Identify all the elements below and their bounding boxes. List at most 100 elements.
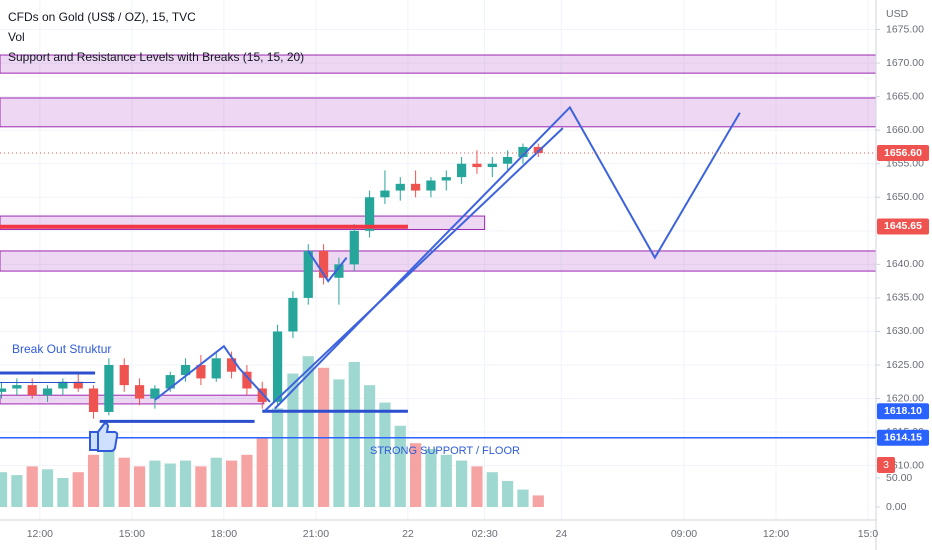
candle-body bbox=[303, 250, 313, 298]
x-tick-label: 12:00 bbox=[27, 528, 53, 540]
y-tick-label: 1670.00 bbox=[886, 57, 924, 69]
candle-body bbox=[226, 358, 237, 372]
volume-tick-label: 50.00 bbox=[886, 472, 912, 484]
volume-badge bbox=[877, 457, 895, 473]
candle-body bbox=[395, 183, 405, 191]
price-badge-label: 1614.15 bbox=[884, 432, 922, 444]
candle-body bbox=[134, 385, 145, 399]
candle-body bbox=[533, 146, 543, 153]
candle-body bbox=[426, 180, 436, 191]
x-tick-label: 12:00 bbox=[763, 528, 789, 540]
candle-body bbox=[380, 190, 390, 198]
volume-bar bbox=[271, 408, 284, 508]
candle-body bbox=[441, 177, 451, 181]
volume-bar bbox=[26, 466, 38, 508]
volume-bar bbox=[517, 489, 529, 508]
trend-line bbox=[154, 344, 271, 403]
candle-body bbox=[257, 388, 267, 402]
x-tick-label: 02:30 bbox=[471, 528, 497, 540]
volume-bar bbox=[241, 454, 253, 508]
volume-bar bbox=[456, 460, 468, 508]
volume-bar bbox=[41, 469, 54, 508]
candle-body bbox=[242, 371, 252, 389]
thumbs-up-icon bbox=[89, 422, 119, 452]
x-tick-label: 15:0 bbox=[858, 528, 879, 540]
volume-bar bbox=[410, 443, 422, 508]
candle-body bbox=[503, 157, 513, 164]
y-tick-label: 1660.00 bbox=[886, 124, 924, 136]
candle-body bbox=[272, 331, 283, 402]
candle-body bbox=[88, 388, 99, 412]
trend-line bbox=[274, 105, 741, 410]
annotation: Break Out Struktur bbox=[12, 342, 111, 356]
volume-badge-label: 3 bbox=[883, 459, 889, 471]
volume-bar bbox=[133, 466, 146, 508]
volume-bar bbox=[11, 475, 23, 508]
volume-bar bbox=[0, 472, 8, 508]
volume-bar bbox=[179, 460, 192, 508]
candle-body bbox=[472, 163, 482, 168]
volume-bar bbox=[57, 478, 69, 508]
volume-bar bbox=[195, 466, 207, 508]
y-tick-label: 1630.00 bbox=[886, 325, 924, 337]
candle-body bbox=[12, 385, 22, 389]
candle-body bbox=[42, 388, 53, 396]
candle-body bbox=[0, 388, 7, 392]
y-tick-label: 1635.00 bbox=[886, 292, 924, 304]
candle-body bbox=[73, 381, 83, 389]
volume-bar bbox=[164, 463, 176, 508]
volume-tick-label: 0.00 bbox=[886, 501, 907, 513]
price-badge bbox=[877, 218, 929, 235]
price-badge-label: 1645.65 bbox=[884, 220, 922, 232]
candle-body bbox=[288, 297, 298, 332]
candle-body bbox=[119, 365, 129, 386]
volume-bar bbox=[72, 472, 84, 508]
candle-body bbox=[211, 358, 221, 379]
y-tick-label: 1665.00 bbox=[886, 90, 924, 102]
y-tick-label: 1620.00 bbox=[886, 392, 924, 404]
price-badge bbox=[877, 429, 929, 446]
volume-label: Vol bbox=[8, 30, 25, 44]
candle-body bbox=[180, 365, 191, 376]
volume-bar bbox=[486, 472, 498, 508]
price-badge bbox=[877, 403, 929, 420]
volume-bar bbox=[471, 466, 483, 508]
candle-body bbox=[27, 385, 37, 396]
volume-bar bbox=[532, 495, 544, 508]
price-badge-label: 1656.60 bbox=[884, 147, 922, 159]
x-tick-label: 24 bbox=[555, 528, 567, 540]
zone bbox=[0, 97, 877, 128]
price-badge bbox=[877, 144, 929, 161]
x-tick-label: 22 bbox=[402, 528, 414, 540]
zone bbox=[0, 394, 265, 405]
y-tick-label: 1640.00 bbox=[886, 258, 924, 270]
volume-bar bbox=[256, 437, 268, 508]
volume-bar bbox=[118, 457, 130, 508]
candle-body bbox=[457, 163, 467, 178]
volume-bar bbox=[379, 402, 391, 508]
y-tick-label: 1610.00 bbox=[886, 459, 924, 471]
chart-title: CFDs on Gold (US$ / OZ), 15, TVC bbox=[8, 10, 196, 24]
x-tick-label: 09:00 bbox=[671, 528, 697, 540]
volume-bar bbox=[87, 454, 100, 508]
volume-bar bbox=[502, 480, 514, 508]
volume-bar bbox=[302, 356, 314, 508]
volume-bar bbox=[225, 460, 238, 508]
x-tick-label: 21:00 bbox=[303, 528, 329, 540]
zone bbox=[0, 250, 877, 272]
candle-body bbox=[318, 250, 329, 278]
indicator-label: Support and Resistance Levels with Break… bbox=[8, 50, 304, 64]
candle-body bbox=[150, 388, 160, 399]
volume-bar bbox=[149, 460, 161, 508]
candle-body bbox=[365, 197, 375, 231]
candle-body bbox=[196, 365, 206, 379]
candle-body bbox=[411, 183, 421, 191]
currency: USD bbox=[886, 8, 909, 20]
y-tick-label: 1650.00 bbox=[886, 191, 924, 203]
volume-bar bbox=[394, 425, 406, 508]
trend-line bbox=[307, 250, 348, 283]
candle-body bbox=[487, 163, 497, 168]
volume-bar bbox=[210, 457, 222, 508]
